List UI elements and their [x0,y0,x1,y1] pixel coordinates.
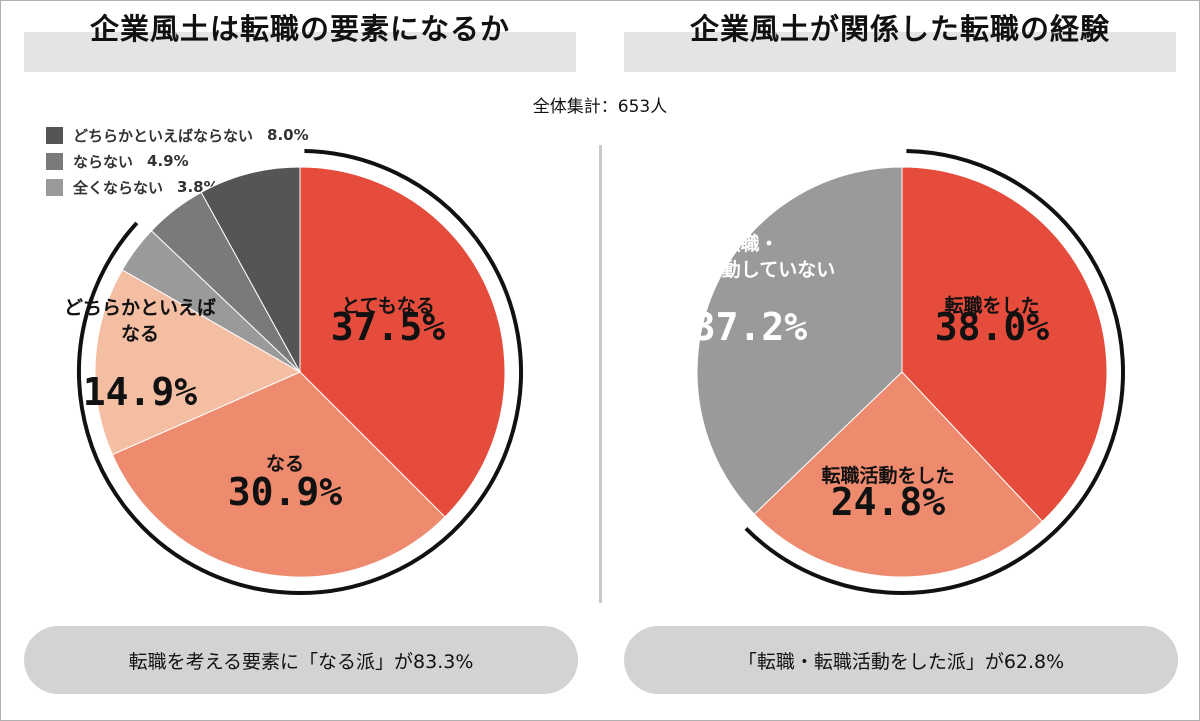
left-summary-text: 転職を考える要素に「なる派」が83.3% [128,650,474,673]
left-summary-pill: 転職を考える要素に「なる派」が83.3% [24,626,578,694]
pie-slice [299,166,506,518]
group-bracket-arc [77,149,523,595]
legend-label: 全くならない [73,178,164,197]
divider-line [599,145,602,603]
right-chart-title-bar: 企業風土が関係した転職の経験 [624,12,1176,72]
legend-value: 8.0% [267,126,309,144]
slice-value-label: 37.2% [693,305,808,349]
pie-slice [901,166,1108,523]
legend-swatch [46,178,63,196]
slice-value-label: 38.0% [935,305,1050,349]
slice-value-label: 24.8% [831,480,946,524]
slice-category-label: なる [266,453,304,475]
slice-category-label: なる [121,323,159,345]
group-bracket-arc [744,149,1125,595]
total-respondents: 全体集計：653人 [532,97,668,117]
pie-slice [94,269,302,456]
slice-value-label: 37.5% [331,305,446,349]
legend-swatch [46,126,63,144]
legend-label: ならない [73,152,134,171]
legend-item: どちらかといえばならない 8.0% [46,122,309,148]
slice-value-label: 30.9% [228,470,343,514]
left-chart-title: 企業風土は転職の要素になるか [89,12,510,46]
legend-swatch [46,152,63,170]
legend-label: どちらかといえばならない [73,126,254,145]
slice-category-label: 転職活動していない [665,258,835,281]
pie-slice [696,166,903,515]
slice-value-label: 14.9% [83,370,198,414]
right-chart-title: 企業風土が関係した転職の経験 [689,12,1110,46]
right-summary-text: 「転職・転職活動をした派」が62.8% [737,650,1065,673]
slice-category-label: 転職をした [944,294,1039,317]
legend-value: 4.9% [147,152,189,170]
slice-category-label: 転職活動をした [821,464,954,487]
slice-category-label: どちらかといえば [64,297,216,319]
right-summary-pill: 「転職・転職活動をした派」が62.8% [624,626,1178,694]
pie-slice [753,371,1044,578]
pie-slice [200,166,301,373]
legend-item: ならない 4.9% [46,148,309,174]
pie-slice [111,371,446,578]
left-chart-title-bar: 企業風土は転職の要素になるか [24,12,576,72]
slice-category-label: とてもなる [341,295,434,317]
slice-category-label: 転職・ [721,232,778,255]
